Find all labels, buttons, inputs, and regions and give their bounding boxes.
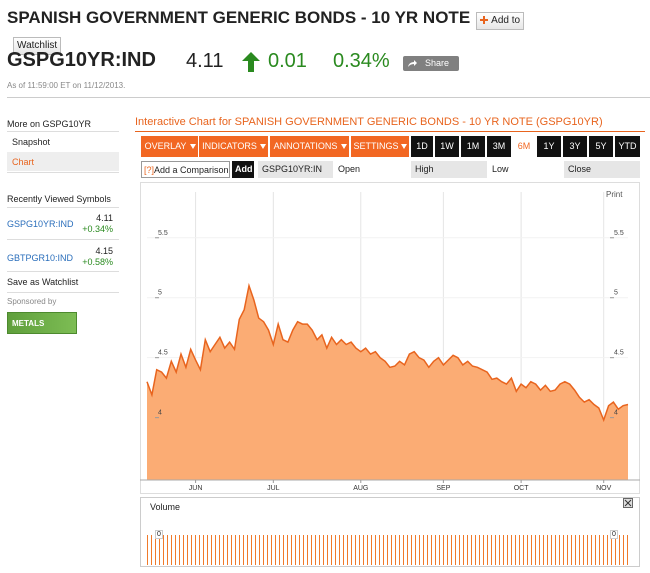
share-button[interactable]: Share [403,56,459,71]
add-button[interactable]: Add [232,161,254,178]
divider [7,131,119,132]
range-button[interactable]: 3Y [563,136,587,157]
range-button[interactable]: YTD [615,136,640,157]
volume-bars [147,535,631,565]
range-button[interactable]: 1W [435,136,459,157]
share-icon [408,60,417,67]
x-tick-label: JUL [267,485,280,492]
y-tick-label: 4 [614,410,618,417]
recent-change: +0.58% [82,257,113,267]
close-icon[interactable] [623,498,633,508]
recent-symbol[interactable]: GBTPGR10:IND [7,253,74,263]
active-link-bg [7,152,119,171]
watchlist-text[interactable]: Add to Watchlist [17,15,521,51]
divider [7,207,119,208]
y-tick-label: 5.5 [614,230,624,237]
symbol: GSPG10YR:IND [7,49,156,71]
recent-price: 4.11 [96,213,113,223]
help-icon[interactable]: [?] [144,165,155,175]
plus-icon [480,16,489,24]
volume-panel [140,497,640,567]
x-tick-label: OCT [514,485,530,492]
divider [7,97,650,98]
range-button[interactable]: 3M [487,136,511,157]
chart-heading: Interactive Chart for SPANISH GOVERNMENT… [135,116,603,128]
divider [7,239,119,240]
divider [7,271,119,272]
range-button[interactable]: 5Y [589,136,613,157]
divider [7,292,119,293]
divider [135,131,645,132]
x-tick-label: AUG [353,485,368,492]
change: 0.01 [268,50,307,72]
x-tick-label: SEP [436,485,450,492]
y-tick-label: 5.5 [158,230,168,237]
recent-price: 4.15 [95,246,113,256]
save-watchlist[interactable]: Save as Watchlist [7,277,79,287]
x-tick-label: JUN [189,485,203,492]
symbol-field: GSPG10YR:IN [258,161,333,178]
ohlc-field: Open [334,161,410,178]
range-button[interactable]: 1D [411,136,433,157]
ohlc-field: Low [488,161,563,178]
y-tick-label: 4.5 [158,350,168,357]
up-arrow [242,52,260,72]
range-button[interactable]: 1Y [537,136,561,157]
page-title: SPANISH GOVERNMENT GENERIC BONDS - 10 YR… [7,7,567,57]
range-button[interactable]: 6M [513,136,535,157]
timestamp: As of 11:59:00 ET on 11/12/2013. [7,81,126,90]
nav-link[interactable]: Chart [12,157,35,167]
recent-change: +0.34% [82,224,113,234]
menu-button[interactable]: OVERLAY [141,136,198,157]
print-link[interactable]: Print [606,190,623,199]
menu-button[interactable]: ANNOTATIONS [270,136,349,157]
compare-input[interactable]: [?]Add a Comparison [141,161,230,178]
change-pct: 0.34% [333,50,390,72]
menu-button[interactable]: SETTINGS [351,136,409,157]
nav-link[interactable]: Snapshot [12,137,51,147]
y-tick-label: 5 [614,290,618,297]
ohlc-field: Close [564,161,640,178]
ohlc-field: High [411,161,487,178]
y-tick-label: 5 [158,290,162,297]
volume-tick-label: 0 [155,530,163,539]
y-tick-label: 4.5 [614,350,624,357]
recent-symbol[interactable]: GSPG10YR:IND [7,219,74,229]
volume-label: Volume [150,502,181,512]
volume-tick-label: 0 [610,530,618,539]
sponsored-label: Sponsored by [7,297,57,306]
sponsor-badge[interactable]: METALS [7,312,77,334]
x-tick-label: NOV [596,485,612,492]
recent-heading: Recently Viewed Symbols [7,194,111,204]
compare-placeholder: Add a Comparison [154,165,229,175]
title-text: SPANISH GOVERNMENT GENERIC BONDS - 10 YR… [7,8,471,27]
range-button[interactable]: 1M [461,136,485,157]
line [146,282,629,423]
chart: Print 4 4 4.5 4.5 5 5 5.5 5.5 JUN JUL AUG SEP OCT NOV [140,190,640,492]
chart-frame [140,182,640,494]
area [147,285,628,480]
sidebar-heading: More on GSPG10YR [7,119,92,129]
menu-button[interactable]: INDICATORS [199,136,268,157]
y-tick-label: 4 [158,410,162,417]
divider [7,172,119,173]
price: 4.11 [186,50,224,72]
